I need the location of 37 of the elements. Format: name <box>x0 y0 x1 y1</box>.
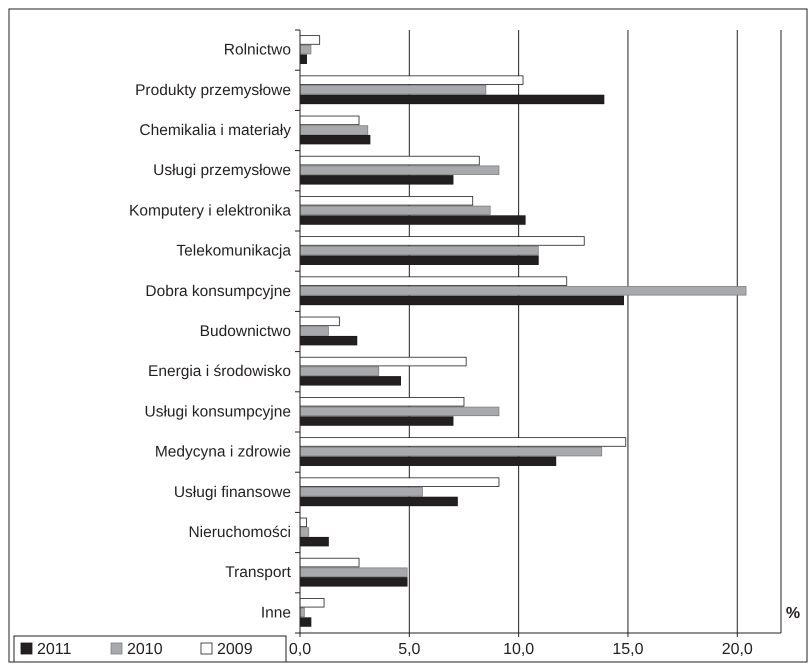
y-tick-label: Transport <box>225 564 292 582</box>
bar <box>300 85 486 95</box>
bar <box>300 567 408 577</box>
bar <box>300 326 329 336</box>
y-tick-label: Usługi konsumpcyjne <box>144 403 291 420</box>
bar <box>300 206 491 216</box>
y-tick-label: Inne <box>260 604 291 622</box>
bar <box>300 406 500 416</box>
bar <box>300 44 312 54</box>
y-tick-label: Produkty przemysłowe <box>135 82 291 99</box>
bar <box>300 286 746 296</box>
bar <box>300 487 423 497</box>
legend-label: 2009 <box>217 641 253 658</box>
x-axis-title: % <box>786 605 800 622</box>
y-tick-label: Chemikalia i materiały <box>139 122 292 139</box>
bar <box>300 125 368 135</box>
y-tick-label: Dobra konsumpcyjne <box>145 282 291 300</box>
y-tick-label: Komputery i elektronika <box>129 202 292 220</box>
x-tick-label: 15,0 <box>612 641 644 658</box>
bar <box>300 165 500 175</box>
y-tick-label: Nieruchomości <box>188 524 291 541</box>
x-tick-label: 5,0 <box>398 641 421 658</box>
y-tick-label: Usługi przemysłowe <box>153 162 291 180</box>
y-tick-label: Medycyna i zdrowie <box>154 444 291 461</box>
y-tick-label: Telekomunikacja <box>176 242 292 260</box>
y-tick-label: Usługi finansowe <box>174 484 291 501</box>
y-tick-label: Rolnictwo <box>224 42 291 59</box>
legend-label: 2010 <box>127 641 163 658</box>
legend-label: 2011 <box>37 641 72 658</box>
x-tick-label: 0,0 <box>288 641 312 658</box>
y-tick-label: Energia i środowisko <box>148 363 291 380</box>
y-tick-label: Budownictwo <box>200 323 291 340</box>
x-tick-label: 10,0 <box>503 641 534 658</box>
x-tick-label: 20,0 <box>722 641 753 658</box>
bar <box>300 246 539 256</box>
bar <box>300 366 380 376</box>
bar <box>300 446 602 456</box>
